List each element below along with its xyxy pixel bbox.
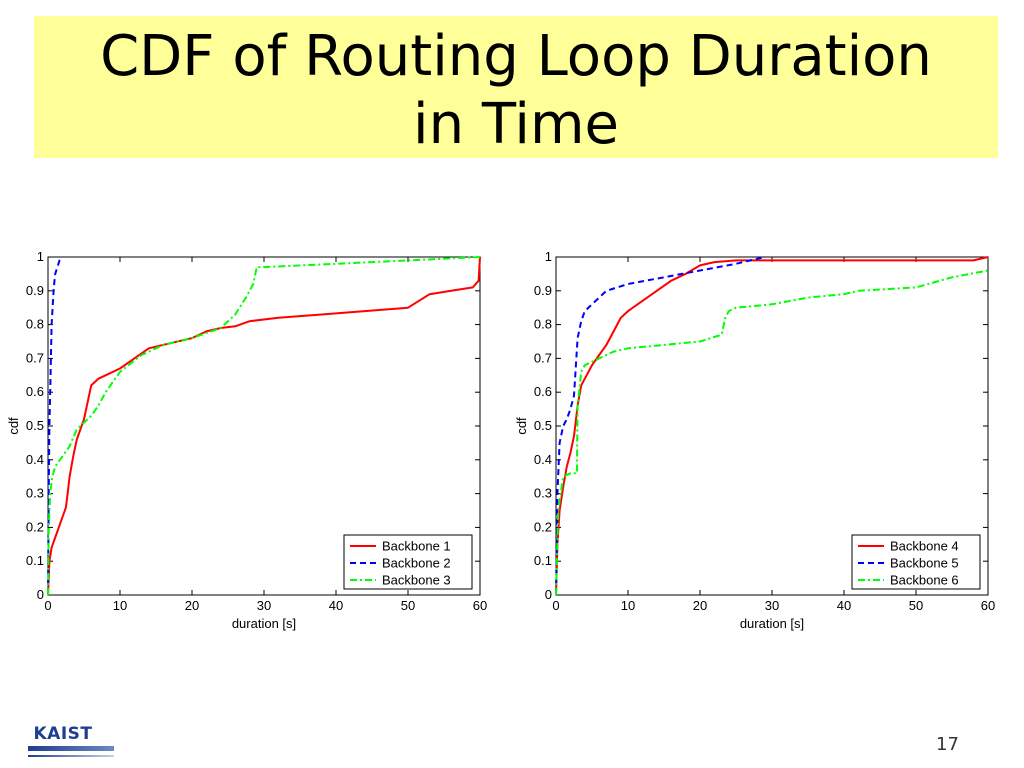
y-tick-label: 0.3 [26,486,44,501]
y-tick-label: 0.4 [26,452,44,467]
x-tick-label: 20 [185,598,199,613]
y-tick-label: 0.5 [26,418,44,433]
logo-text: KAIST [33,724,93,744]
x-tick-label: 60 [473,598,487,613]
x-tick-label: 0 [44,598,51,613]
y-tick-label: 1 [545,249,552,264]
x-tick-label: 10 [621,598,635,613]
slide-title: CDF of Routing Loop Duration in Time [34,16,998,159]
y-tick-label: 0.2 [534,519,552,534]
series-line-backbone-3 [47,256,481,596]
x-tick-label: 30 [765,598,779,613]
y-tick-label: 0.8 [534,317,552,332]
x-axis-label: duration [s] [232,616,296,631]
y-tick-label: 0.3 [534,486,552,501]
legend-label: Backbone 6 [890,573,959,588]
legend: Backbone 4 Backbone 5 Backbone 6 [851,534,981,590]
x-tick-label: 50 [401,598,415,613]
legend-label: Backbone 2 [382,556,451,571]
series-line-backbone-1 [47,256,481,596]
y-tick-label: 0.9 [534,283,552,298]
y-tick-label: 1 [37,249,44,264]
cdf-chart-right: 0 10 20 30 40 50 60 0 0.1 0.2 0.3 0.4 0.5 0.6 0.7 0.8 0.… [514,249,995,631]
y-tick-label: 0 [37,587,44,602]
logo-stripe-thin [28,755,114,757]
series-line-backbone-2 [47,256,64,596]
y-tick-label: 0.2 [26,519,44,534]
y-tick-label: 0.8 [26,317,44,332]
y-tick-label: 0 [545,587,552,602]
y-tick-label: 0.5 [534,418,552,433]
y-tick-label: 0.1 [534,553,552,568]
legend-label: Backbone 3 [382,573,451,588]
x-tick-label: 20 [693,598,707,613]
y-axis-label: cdf [6,417,21,435]
x-tick-label: 10 [113,598,127,613]
series-line-backbone-4 [555,256,989,596]
page-number: 17 [936,734,959,755]
y-tick-label: 0.7 [26,350,44,365]
x-tick-label: 40 [329,598,343,613]
x-tick-label: 30 [257,598,271,613]
y-tick-label: 0.9 [26,283,44,298]
x-tick-label: 60 [981,598,995,613]
slide-title-line1: CDF of Routing Loop Duration [100,24,932,89]
series-line-backbone-6 [555,269,989,596]
y-tick-label: 0.6 [534,384,552,399]
legend: Backbone 1 Backbone 2 Backbone 3 [343,534,473,590]
logo-stripe [28,746,114,751]
title-banner: CDF of Routing Loop Duration in Time [34,16,998,158]
slide-title-line2: in Time [413,92,619,157]
y-tick-label: 0.7 [534,350,552,365]
y-tick-label: 0.6 [26,384,44,399]
kaist-logo: KAIST [28,724,118,764]
x-axis-label: duration [s] [740,616,804,631]
x-tick-label: 0 [552,598,559,613]
x-tick-label: 50 [909,598,923,613]
x-tick-label: 40 [837,598,851,613]
y-axis-label: cdf [514,417,529,435]
cdf-chart-left: 0 10 20 30 40 50 60 0 0.1 0.2 0.3 0.4 0.5 0.6 0.7 0.8 0.… [6,249,487,631]
legend-label: Backbone 5 [890,556,959,571]
y-tick-label: 0.1 [26,553,44,568]
y-tick-label: 0.4 [534,452,552,467]
series-line-backbone-5 [555,256,766,596]
legend-label: Backbone 1 [382,539,451,554]
legend-label: Backbone 4 [890,539,959,554]
